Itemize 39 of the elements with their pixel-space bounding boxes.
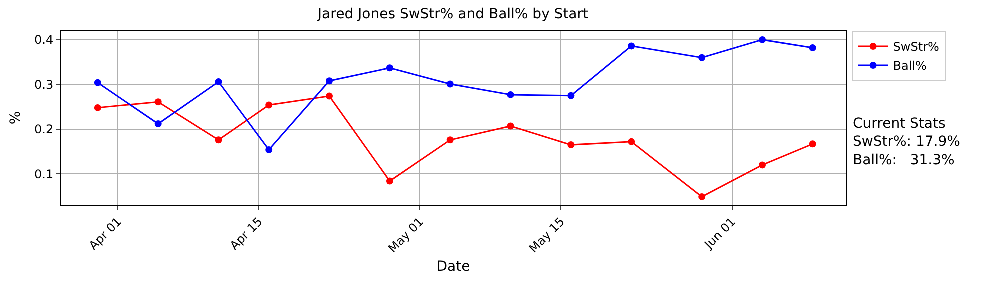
y-tick-label: 0.3	[34, 78, 54, 92]
point	[215, 136, 222, 144]
point	[628, 138, 636, 146]
y-tick-label: 0.2	[34, 122, 54, 137]
point	[698, 54, 706, 62]
point	[94, 79, 102, 86]
point	[386, 178, 394, 185]
y-tick-label: 0.4	[34, 33, 54, 48]
point	[507, 91, 514, 98]
text: Current Stats SwStr%: 17.9% Ball%: 31.3%	[853, 116, 960, 168]
point	[759, 162, 766, 169]
point	[94, 104, 102, 112]
point	[326, 78, 334, 85]
point	[266, 102, 273, 109]
point	[507, 122, 514, 130]
x-tick-label: Apr 15	[227, 214, 266, 253]
point	[628, 42, 636, 50]
point	[759, 36, 766, 44]
legend-label: SwStr%	[893, 40, 940, 54]
x-tick-label: Jun 01	[701, 214, 739, 252]
point	[266, 146, 273, 154]
x-axis-title: Date	[436, 259, 470, 276]
legend-label: Ball%	[893, 59, 927, 74]
point	[809, 44, 816, 52]
point	[386, 64, 394, 72]
chart-title: Jared Jones SwStr% and Ball% by Start	[316, 6, 590, 22]
point	[698, 193, 706, 200]
point	[154, 98, 162, 106]
point	[446, 136, 454, 144]
point	[154, 120, 162, 128]
point	[326, 92, 334, 100]
point	[446, 80, 454, 88]
point	[809, 140, 816, 148]
point	[215, 78, 222, 86]
y-axis-title: %	[8, 111, 24, 125]
y-tick-label: 0.1	[34, 167, 54, 182]
point	[568, 142, 575, 149]
x-tick-label: Apr 01	[86, 214, 124, 253]
point	[568, 92, 575, 100]
